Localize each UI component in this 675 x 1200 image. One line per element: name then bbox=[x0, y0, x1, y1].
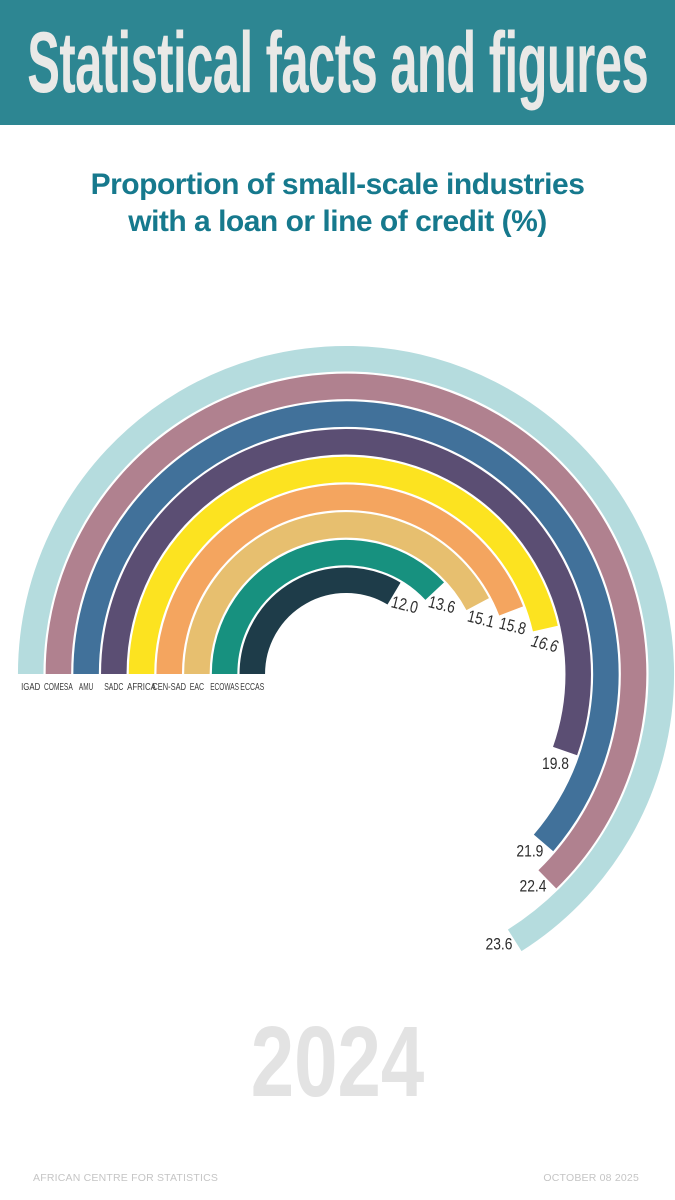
category-label-cen-sad: CEN-SAD bbox=[152, 681, 186, 693]
page-title: Statistical facts and figures bbox=[27, 14, 648, 111]
arc-comesa bbox=[45, 373, 647, 889]
value-label-amu: 21.9 bbox=[516, 841, 543, 860]
year-watermark: 2024 bbox=[250, 1006, 425, 1118]
category-label-ecowas: ECOWAS bbox=[210, 681, 239, 693]
value-label-sadc: 19.8 bbox=[542, 754, 569, 773]
chart-title-line1: Proportion of small-scale industries bbox=[90, 168, 585, 201]
value-label-cen-sad: 15.8 bbox=[497, 614, 528, 639]
value-label-africa: 16.6 bbox=[529, 631, 560, 656]
footer-date: OCTOBER 08 2025 bbox=[543, 1172, 639, 1184]
arc-sadc bbox=[101, 429, 591, 756]
arc-africa bbox=[128, 456, 558, 675]
footer-source: AFRICAN CENTRE FOR STATISTICS bbox=[33, 1172, 219, 1184]
header-banner: Statistical facts and figures bbox=[0, 0, 675, 125]
chart-title: Proportion of small-scale industries wit… bbox=[0, 166, 675, 240]
arc-eccas bbox=[239, 567, 401, 675]
arc-amu bbox=[73, 401, 619, 852]
category-label-africa: AFRICA bbox=[127, 681, 156, 693]
category-label-comesa: COMESA bbox=[44, 681, 73, 693]
value-label-comesa: 22.4 bbox=[520, 877, 547, 896]
category-label-eccas: ECCAS bbox=[240, 681, 264, 693]
value-label-eac: 15.1 bbox=[466, 607, 497, 632]
arc-eac bbox=[184, 512, 489, 675]
value-label-eccas: 12.0 bbox=[389, 592, 420, 617]
footer: AFRICAN CENTRE FOR STATISTICS OCTOBER 08… bbox=[33, 1172, 639, 1184]
category-label-igad: IGAD bbox=[21, 681, 41, 693]
category-label-amu: AMU bbox=[79, 681, 93, 693]
arc-ecowas bbox=[211, 539, 445, 675]
arc-igad bbox=[17, 345, 674, 952]
arc-cen-sad bbox=[156, 484, 524, 675]
chart-title-line2: with a loan or line of credit (%) bbox=[128, 205, 547, 238]
category-label-sadc: SADC bbox=[104, 681, 123, 693]
category-label-eac: EAC bbox=[190, 681, 205, 693]
value-label-igad: 23.6 bbox=[486, 935, 513, 954]
value-label-ecowas: 13.6 bbox=[426, 592, 457, 617]
